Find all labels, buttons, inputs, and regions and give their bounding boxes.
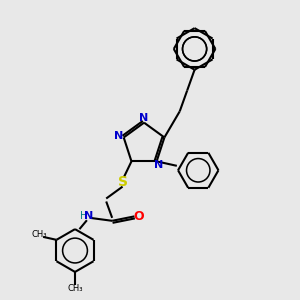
Text: CH₃: CH₃ <box>32 230 47 239</box>
Text: N: N <box>84 212 94 221</box>
Text: H: H <box>80 212 87 221</box>
Text: N: N <box>154 160 164 170</box>
Text: N: N <box>140 113 149 123</box>
Text: N: N <box>114 131 123 141</box>
Text: CH₃: CH₃ <box>67 284 83 293</box>
Text: O: O <box>134 210 144 223</box>
Text: S: S <box>118 175 128 189</box>
